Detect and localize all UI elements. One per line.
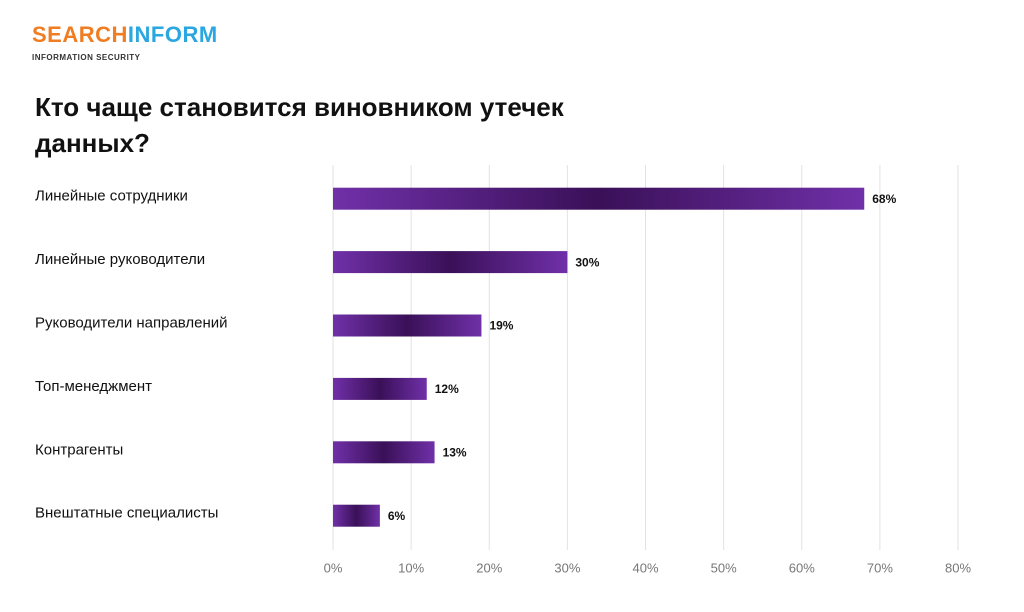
x-tick-label: 10% xyxy=(398,560,424,575)
chart-title: Кто чаще становится виновником утечек да… xyxy=(35,92,564,158)
bar xyxy=(333,377,427,400)
x-tick-label: 30% xyxy=(554,560,580,575)
category-label: Контрагенты xyxy=(35,441,123,458)
category-label: Линейные сотрудники xyxy=(35,188,188,205)
x-tick-label: 20% xyxy=(476,560,502,575)
x-tick-label: 60% xyxy=(789,560,815,575)
x-tick-label: 0% xyxy=(324,560,343,575)
bar xyxy=(333,441,435,464)
x-tick-label: 80% xyxy=(945,560,971,575)
x-tick-label: 40% xyxy=(632,560,658,575)
value-label: 6% xyxy=(388,509,406,523)
x-tick-label: 50% xyxy=(711,560,737,575)
logo: SEARCHINFORM xyxy=(32,22,218,48)
bar xyxy=(333,251,568,274)
category-label: Руководители направлений xyxy=(35,314,228,331)
value-label: 13% xyxy=(443,445,467,459)
logo-tagline: INFORMATION SECURITY xyxy=(32,53,141,62)
category-label: Внештатные специалисты xyxy=(35,505,218,522)
logo-part: INFORM xyxy=(127,22,218,47)
x-tick-label: 70% xyxy=(867,560,893,575)
value-label: 12% xyxy=(435,382,459,396)
value-label: 19% xyxy=(489,319,513,333)
value-label: 68% xyxy=(872,192,896,206)
bar xyxy=(333,504,380,527)
category-label: Линейные руководители xyxy=(35,251,205,268)
bar xyxy=(333,187,865,210)
logo-part: SEARCH xyxy=(32,22,128,47)
category-label: Топ-менеджмент xyxy=(35,378,152,395)
value-label: 30% xyxy=(575,255,599,269)
bar xyxy=(333,314,482,337)
